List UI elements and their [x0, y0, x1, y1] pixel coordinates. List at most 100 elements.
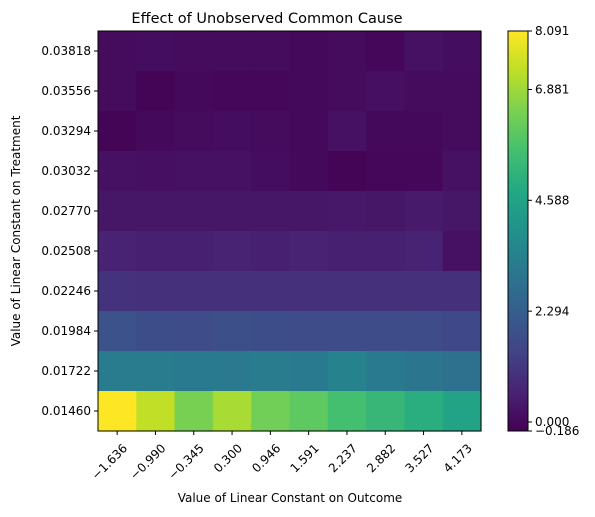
colorbar-tick-label: 8.091	[535, 24, 569, 38]
colorbar-tick-label: 0.000	[535, 415, 569, 429]
heatmap-cell	[136, 231, 176, 272]
x-tick-label: −0.990	[127, 441, 168, 482]
y-tick-label: 0.01460	[41, 404, 91, 418]
heatmap-cell	[442, 111, 482, 152]
y-tick-label: 0.02770	[41, 204, 91, 218]
heatmap-cell	[136, 351, 176, 392]
heatmap-cell	[327, 351, 367, 392]
x-tick-label: 2.882	[364, 441, 398, 475]
heatmap-cell	[366, 271, 405, 312]
heatmap-cell	[327, 271, 367, 312]
heatmap-cell	[404, 311, 444, 352]
heatmap-cell	[212, 311, 252, 352]
heatmap-cell	[327, 111, 367, 152]
heatmap-cell	[212, 71, 252, 112]
heatmap-cell	[136, 111, 176, 152]
heatmap-cell	[442, 151, 482, 192]
heatmap-cell	[251, 351, 291, 392]
heatmap-cell	[251, 391, 291, 432]
y-tick-label: 0.01984	[41, 324, 91, 338]
y-axis-label: Value of Linear Constant on Treatment	[9, 115, 23, 346]
heatmap-cell	[251, 311, 291, 352]
heatmap-cell	[442, 31, 482, 72]
heatmap-cell	[98, 391, 137, 432]
heatmap-cell	[327, 71, 367, 112]
heatmap-cell	[442, 71, 482, 112]
heatmap-cell	[289, 191, 329, 232]
heatmap-cell	[404, 271, 444, 312]
heatmap-cell	[327, 31, 367, 72]
x-tick-label: 2.237	[326, 441, 360, 475]
heatmap-cell	[289, 231, 329, 272]
colorbar-tick-label: 4.588	[535, 193, 569, 207]
heatmap-cell	[212, 231, 252, 272]
heatmap-cell	[251, 271, 291, 312]
y-tick-label: 0.03556	[41, 84, 91, 98]
x-tick-label: 0.300	[211, 441, 245, 475]
heatmap-cell	[251, 151, 291, 192]
x-tick-label: 0.946	[249, 441, 283, 475]
heatmap-cell	[98, 351, 137, 392]
heatmap-cell	[404, 391, 444, 432]
heatmap-cell	[327, 151, 367, 192]
heatmap-cell	[174, 231, 214, 272]
heatmap-cell	[404, 151, 444, 192]
heatmap-cell	[289, 311, 329, 352]
x-axis-ticks: −1.636−0.990−0.345 0.300 0.946 1.591 2.237 2.…	[89, 431, 475, 482]
heatmap-cell	[251, 191, 291, 232]
heatmap-cell	[404, 231, 444, 272]
heatmap-cell	[174, 191, 214, 232]
colorbar	[507, 30, 529, 432]
heatmap-cell	[136, 151, 176, 192]
heatmap-cell	[98, 31, 137, 72]
y-tick-label: 0.03294	[41, 124, 91, 138]
heatmap-cell	[404, 31, 444, 72]
heatmap-cell	[212, 271, 252, 312]
x-tick-label: −1.636	[89, 441, 130, 482]
heatmap-cell	[174, 271, 214, 312]
heatmap-cell	[442, 271, 482, 312]
heatmap-cell	[136, 391, 176, 432]
heatmap-cell	[289, 351, 329, 392]
heatmap-cell	[136, 71, 176, 112]
heatmap-cell	[174, 31, 214, 72]
heatmap-cell	[98, 311, 137, 352]
y-tick-label: 0.02508	[41, 244, 91, 258]
heatmap-cell	[174, 71, 214, 112]
heatmap-cell	[251, 71, 291, 112]
heatmap-cell	[136, 191, 176, 232]
heatmap-cell	[366, 231, 405, 272]
heatmap-cell	[289, 391, 329, 432]
heatmap-cells	[98, 31, 482, 432]
heatmap-cell	[289, 71, 329, 112]
colorbar-tick-label: 6.881	[535, 83, 569, 97]
heatmap-cell	[251, 231, 291, 272]
y-tick-label: 0.03818	[41, 44, 91, 58]
x-tick-label: 4.173	[441, 441, 475, 475]
heatmap-cell	[289, 271, 329, 312]
heatmap-cell	[327, 191, 367, 232]
heatmap-cell	[442, 311, 482, 352]
x-tick-label: 1.591	[288, 441, 322, 475]
heatmap-cell	[366, 31, 405, 72]
heatmap-cell	[212, 191, 252, 232]
heatmap-cell	[212, 151, 252, 192]
heatmap-cell	[98, 231, 137, 272]
heatmap-cell	[327, 311, 367, 352]
x-tick-label: −0.345	[166, 441, 207, 482]
plot-frame	[97, 30, 482, 432]
colorbar-tick-label: 2.294	[535, 304, 569, 318]
heatmap-cell	[404, 71, 444, 112]
heatmap-cell	[327, 391, 367, 432]
y-tick-label: 0.03032	[41, 164, 91, 178]
heatmap-cell	[174, 391, 214, 432]
heatmap-cell	[212, 111, 252, 152]
y-tick-label: 0.02246	[41, 284, 91, 298]
heatmap-cell	[366, 311, 405, 352]
heatmap-cell	[174, 351, 214, 392]
heatmap-cell	[289, 31, 329, 72]
heatmap-cell	[366, 71, 405, 112]
x-tick-label: 3.527	[402, 441, 436, 475]
x-axis-label: Value of Linear Constant on Outcome	[178, 491, 403, 505]
